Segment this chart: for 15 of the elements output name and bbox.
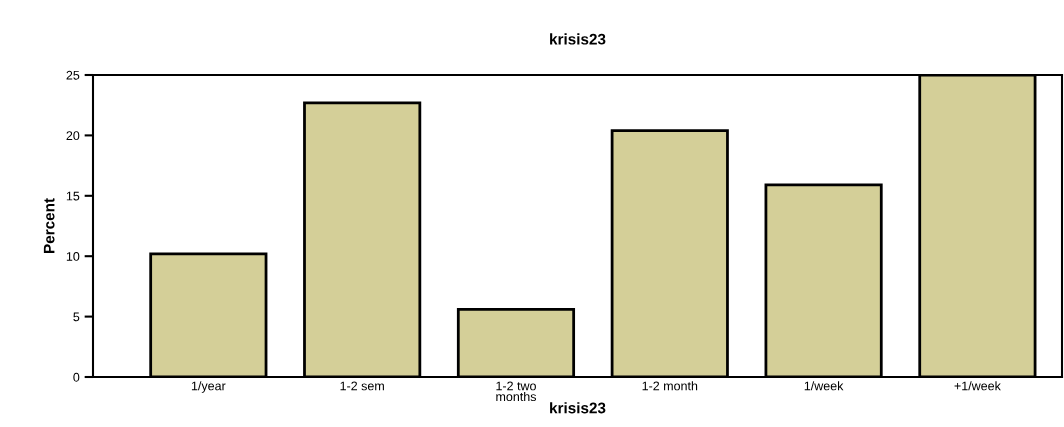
- x-tick-label: 1/year: [191, 381, 226, 393]
- y-tick-label: 10: [66, 252, 80, 261]
- x-tick-label: 1-2 sem: [340, 381, 384, 391]
- x-tick-label: 1-2 month: [642, 381, 698, 391]
- x-tick-label: 1-2 two months: [496, 381, 537, 402]
- x-tick-label: +1/week: [954, 381, 1001, 391]
- x-tick-label: 1/week: [804, 381, 844, 391]
- y-tick-label: 20: [66, 131, 80, 141]
- y-tick-label: 15: [66, 191, 80, 201]
- y-tick-label: 0: [73, 372, 80, 382]
- x-axis-title: krisis23: [550, 402, 606, 414]
- y-axis-title: Percent: [43, 198, 55, 253]
- y-tick-label: 5: [73, 312, 80, 322]
- y-tick-label: 25: [66, 70, 80, 80]
- chart-title: krisis23: [550, 33, 606, 45]
